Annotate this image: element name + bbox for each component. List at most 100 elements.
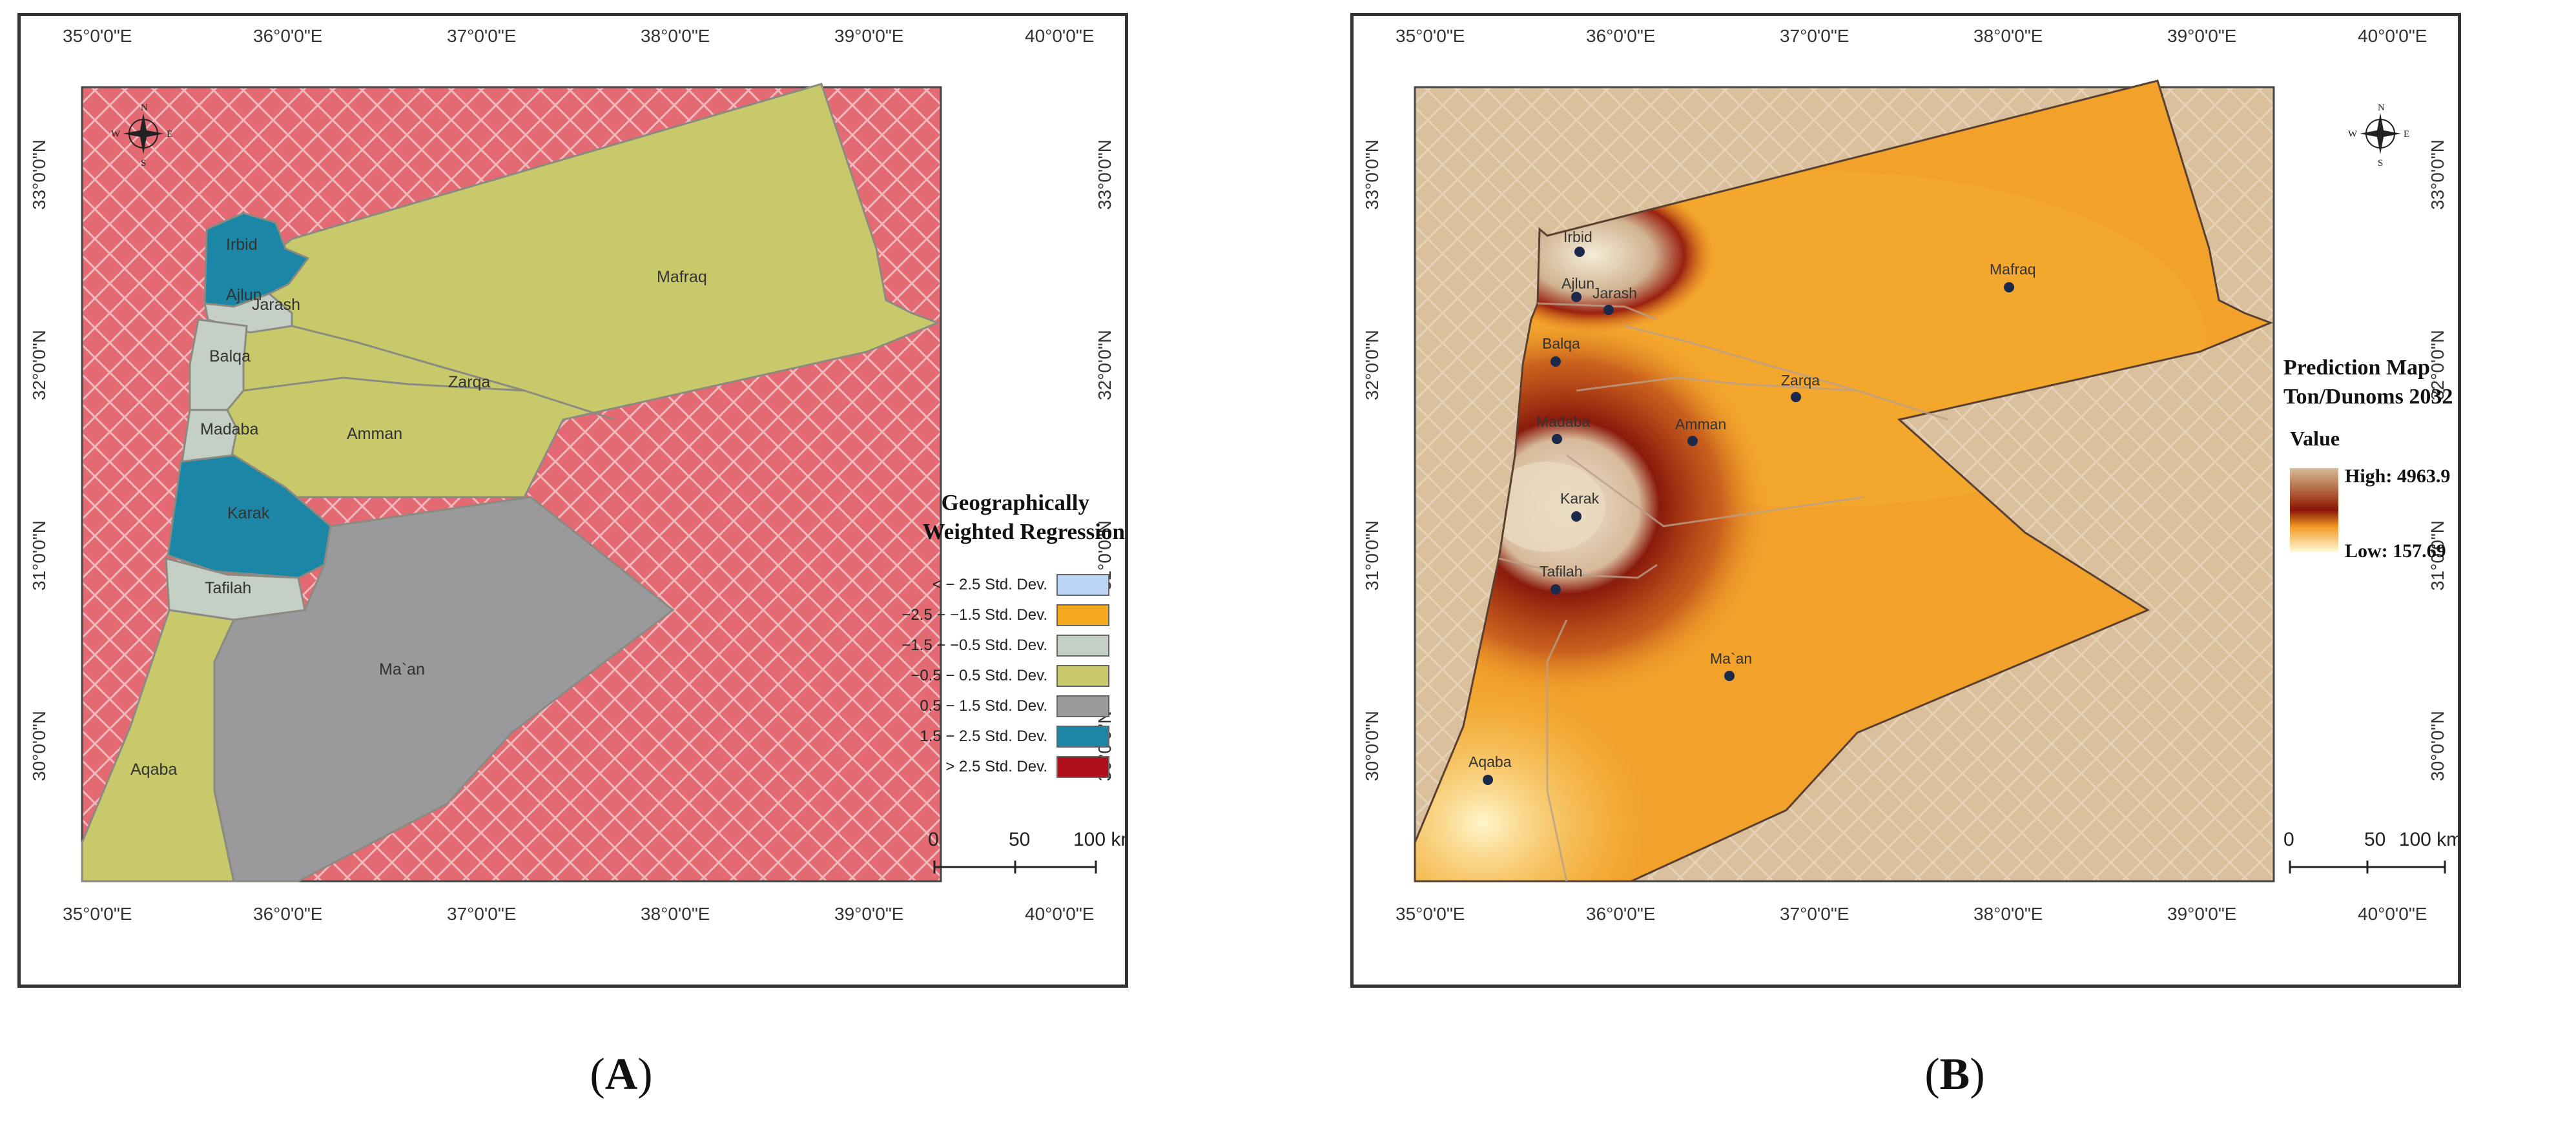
svg-text:Tafilah: Tafilah [1540,563,1582,580]
map-panel-a: Irbid Ajlun Jarash Balqa Mafraq Zarqa Am… [17,13,1128,988]
svg-text:Aqaba: Aqaba [1468,753,1512,770]
region-polygons [81,83,941,883]
legend-item-label: −2.5 − −1.5 Std. Dev. [902,606,1047,624]
x-tick-top: 38°0'0"E [1973,26,2043,46]
svg-text:Zarqa: Zarqa [1781,372,1820,389]
x-tick-top: 39°0'0"E [2167,26,2236,46]
svg-text:Ma`an: Ma`an [1710,650,1752,667]
legend-low: Low: 157.69 [2345,540,2446,562]
city-mafraq: Mafraq [1990,261,2036,292]
legend-title-2: Weighted Regression [923,519,1125,544]
y-tick-right: 32°0'0"N [1095,330,1115,400]
x-tick-bottom: 38°0'0"E [641,904,710,924]
svg-text:W: W [111,129,121,139]
label-karak: Karak [227,504,270,522]
legend-title: Geographically [942,490,1090,515]
compass-rose-icon: N S E W [111,103,172,168]
y-tick-left: 31°0'0"N [29,520,49,591]
city-jarash: Jarash [1592,285,1637,315]
x-tick-bottom: 37°0'0"E [1780,904,1849,924]
y-tick-left: 30°0'0"N [1362,711,1382,781]
y-tick-right: 33°0'0"N [2427,139,2447,210]
svg-text:100 km: 100 km [2399,829,2458,850]
label-mafraq: Mafraq [657,268,707,286]
city-madaba: Madaba [1536,413,1590,444]
label-ajlun: Ajlun [226,286,262,304]
city-aqaba: Aqaba [1468,753,1512,785]
label-zarqa: Zarqa [448,373,490,391]
gwr-map: Irbid Ajlun Jarash Balqa Mafraq Zarqa Am… [29,26,1125,924]
label-amman: Amman [347,425,402,443]
svg-text:Madaba: Madaba [1536,413,1590,430]
legend-item-swatch [1056,574,1109,596]
jordan-outline [1414,79,2274,883]
x-tick-bottom: 35°0'0"E [63,904,132,924]
svg-text:S: S [2378,158,2383,168]
y-tick-right: 32°0'0"N [2427,330,2447,400]
x-tick-bottom: 39°0'0"E [834,904,903,924]
y-tick-right: 31°0'0"N [2427,520,2447,591]
legend-subtitle: Ton/Dunoms 2032 [2283,385,2453,409]
svg-text:Mafraq: Mafraq [1990,261,2036,278]
x-tick-bottom: 37°0'0"E [447,904,516,924]
legend-item-swatch [1056,695,1109,717]
legend-item-swatch [1056,756,1109,778]
label-aqaba: Aqaba [130,760,177,779]
label-balqa: Balqa [209,347,251,365]
y-tick-left: 32°0'0"N [1362,330,1382,400]
map-panel-b: Irbid Ajlun Jarash Mafraq Balqa Zarqa Ma… [1350,13,2461,988]
label-maan: Ma`an [379,660,425,679]
x-tick-top: 39°0'0"E [834,26,903,46]
city-balqa: Balqa [1542,335,1580,367]
svg-text:0: 0 [2283,829,2294,850]
region-balqa [189,318,248,411]
region-labels: Irbid Ajlun Jarash Balqa Mafraq Zarqa Am… [130,236,707,779]
label-tafilah: Tafilah [205,579,251,597]
svg-text:Balqa: Balqa [1542,335,1580,352]
svg-text:E: E [167,129,172,139]
x-tick-top: 35°0'0"E [1396,26,1465,46]
legend-item-label: > 2.5 Std. Dev. [945,758,1047,775]
x-tick-bottom: 35°0'0"E [1396,904,1465,924]
svg-text:Karak: Karak [1560,490,1600,507]
city-markers: Irbid Ajlun Jarash Mafraq Balqa Zarqa Ma… [1468,229,2036,785]
scale-bar: 0 50 100 km [2283,829,2458,873]
label-irbid: Irbid [226,236,258,254]
x-tick-bottom: 40°0'0"E [2358,904,2427,924]
x-tick-top: 36°0'0"E [253,26,322,46]
city-maan: Ma`an [1710,650,1752,681]
boundary-zarqa [291,325,615,421]
y-tick-left: 33°0'0"N [29,139,49,210]
svg-text:N: N [2378,103,2385,113]
caption-a: (A) [590,1050,653,1099]
x-tick-bottom: 36°0'0"E [253,904,322,924]
y-tick-left: 33°0'0"N [1362,139,1382,210]
x-tick-top: 37°0'0"E [1780,26,1849,46]
legend-item-swatch [1056,726,1109,748]
svg-text:N: N [141,103,148,113]
city-amman: Amman [1675,416,1726,446]
x-tick-top: 38°0'0"E [641,26,710,46]
svg-text:Amman: Amman [1675,416,1726,433]
legend-value-label: Value [2290,427,2340,450]
caption-b: (B) [1924,1050,1985,1099]
legend: Prediction Map Ton/Dunoms 2032 Value Hig… [2283,356,2453,562]
svg-text:W: W [2348,129,2358,139]
svg-text:S: S [141,158,146,168]
svg-text:0: 0 [928,829,939,850]
x-tick-bottom: 39°0'0"E [2167,904,2236,924]
x-tick-bottom: 36°0'0"E [1586,904,1655,924]
legend-item-label: < − 2.5 Std. Dev. [933,576,1047,593]
city-zarqa: Zarqa [1781,372,1820,402]
y-tick-right: 30°0'0"N [2427,711,2447,781]
svg-text:50: 50 [2364,829,2385,850]
legend-title: Prediction Map [2283,356,2430,380]
legend-item-swatch [1056,665,1109,687]
x-tick-bottom: 38°0'0"E [1973,904,2043,924]
axis-labels: 35°0'0"E 36°0'0"E 37°0'0"E 38°0'0"E 39°0… [1362,26,2447,924]
svg-text:50: 50 [1009,829,1030,850]
region-madaba [181,409,238,463]
legend-item-swatch [1056,635,1109,657]
x-tick-top: 35°0'0"E [63,26,132,46]
legend-item-label: −1.5 − −0.5 Std. Dev. [902,637,1047,654]
